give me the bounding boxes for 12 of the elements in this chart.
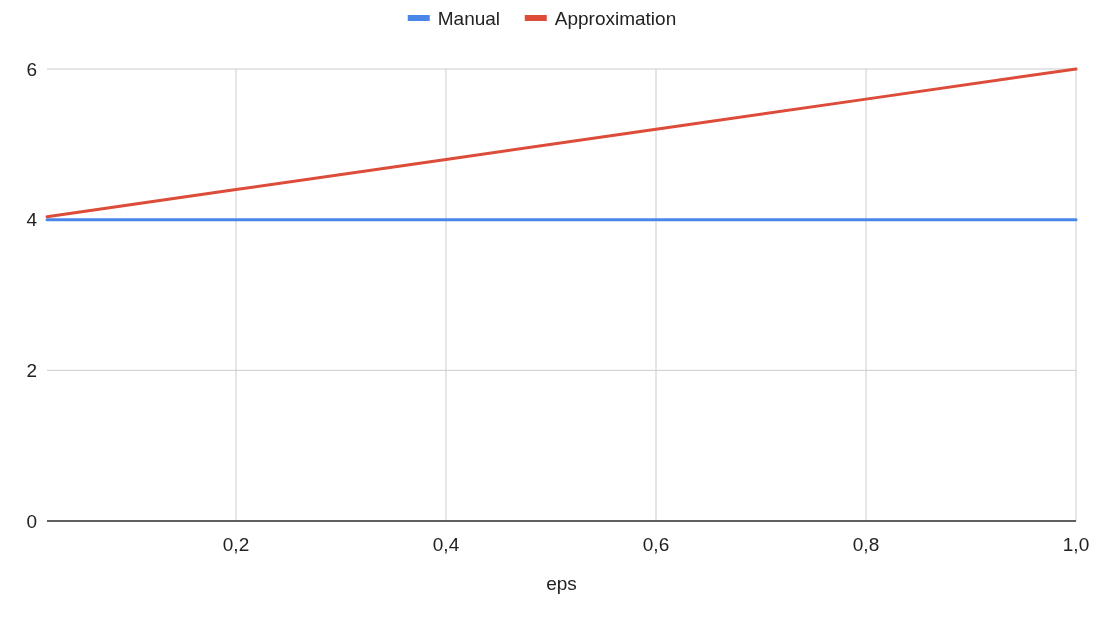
y-tick-label: 6 xyxy=(26,58,37,80)
x-axis-title: eps xyxy=(546,573,577,594)
x-tick-label: 0,2 xyxy=(222,534,250,555)
x-tick-label: 0,6 xyxy=(642,534,670,555)
x-tick-label: 1,0 xyxy=(1062,534,1090,555)
y-tick-label: 4 xyxy=(26,209,38,231)
y-tick-label: 2 xyxy=(26,359,37,381)
legend-label: Approximation xyxy=(554,7,677,29)
x-tick-label: 0,4 xyxy=(432,534,460,555)
y-tick-label: 0 xyxy=(26,510,37,532)
legend-label: Manual xyxy=(437,7,501,29)
x-tick-label: 0,8 xyxy=(852,534,880,555)
